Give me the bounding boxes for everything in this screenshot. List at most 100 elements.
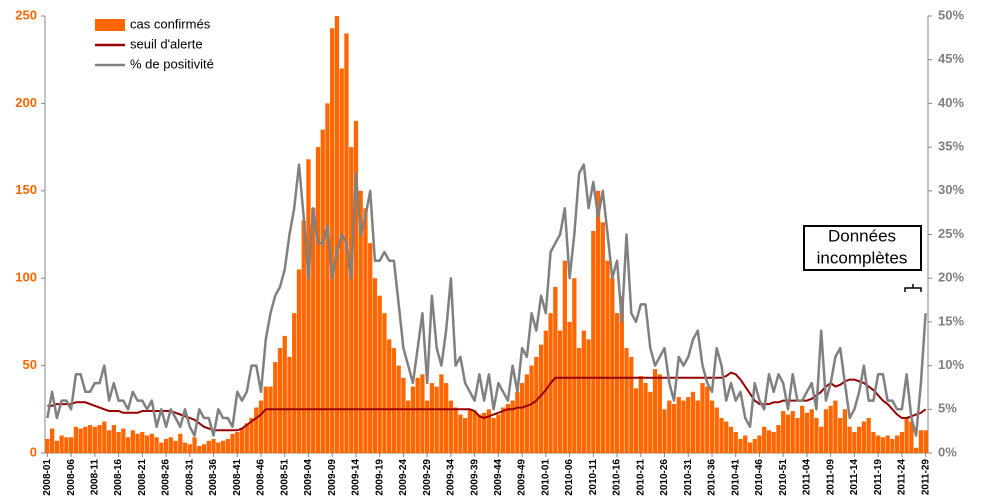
bar (667, 400, 672, 453)
bar (838, 418, 843, 453)
x-tick-label: 2011-24 (897, 459, 908, 496)
bar (519, 383, 525, 453)
bar (87, 425, 93, 453)
bar (292, 313, 297, 453)
y2-tick-label: 45% (938, 51, 964, 66)
bar (154, 437, 159, 453)
x-tick-label: 2008-11 (89, 459, 100, 496)
bar (591, 231, 596, 453)
bar (477, 414, 482, 453)
bar (448, 400, 454, 453)
bar (197, 446, 202, 453)
bar (913, 447, 919, 453)
x-tick-label: 2010-26 (659, 459, 670, 496)
bar (125, 437, 131, 453)
bar (581, 330, 586, 453)
bar (619, 295, 624, 453)
x-tick-label: 2010-36 (707, 459, 718, 496)
bar (524, 374, 529, 453)
bar (781, 411, 786, 453)
bar (543, 330, 548, 453)
bar (73, 426, 78, 453)
bar (49, 428, 55, 453)
bar (572, 278, 577, 453)
bar (97, 425, 102, 453)
bar (406, 400, 411, 453)
x-tick-label: 2009-29 (422, 459, 433, 496)
bar (415, 377, 420, 453)
x-tick-label: 2011-09 (825, 459, 836, 496)
bar (282, 335, 287, 453)
bar (876, 435, 881, 453)
legend-label: cas confirmés (130, 16, 211, 31)
bar (320, 129, 325, 453)
bar (553, 286, 558, 453)
x-tick-label: 2010-41 (730, 459, 741, 496)
bar (486, 409, 492, 453)
y2-tick-label: 35% (938, 139, 964, 154)
bar (149, 433, 154, 453)
x-tick-label: 2008-41 (232, 459, 243, 496)
y-tick-label: 100 (15, 270, 37, 285)
x-tick-label: 2009-09 (327, 459, 338, 496)
y-tick-label: 250 (15, 7, 37, 22)
annotation-brace (904, 284, 922, 292)
bar (733, 432, 738, 453)
bar (790, 411, 795, 453)
bar (776, 425, 781, 453)
bar (311, 208, 316, 453)
bar (880, 437, 886, 453)
bar (220, 440, 226, 453)
bar (747, 442, 753, 453)
bar (828, 405, 833, 453)
bar (420, 374, 425, 453)
bar (633, 388, 639, 453)
bar (306, 159, 311, 453)
bar (538, 344, 544, 453)
bar (192, 437, 197, 453)
bar (885, 435, 890, 453)
y2-tick-label: 25% (938, 226, 964, 241)
y2-tick-label: 20% (938, 270, 964, 285)
x-tick-label: 2008-51 (279, 459, 290, 496)
bar (719, 418, 724, 453)
x-tick-label: 2010-01 (540, 459, 551, 496)
bar (387, 339, 392, 453)
x-tick-label: 2011-29 (920, 459, 931, 496)
bar (391, 348, 397, 453)
bar (467, 409, 473, 453)
bar (624, 348, 629, 453)
bar (472, 411, 477, 453)
x-tick-label: 2011-19 (873, 459, 884, 496)
y2-tick-label: 50% (938, 7, 964, 22)
x-tick-label: 2008-01 (42, 459, 53, 496)
bar (804, 412, 810, 453)
bar (800, 405, 805, 453)
legend-label: seuil d'alerte (130, 36, 203, 51)
bar (287, 356, 292, 453)
bar (206, 440, 211, 453)
bar (724, 421, 729, 453)
line (46, 163, 927, 437)
x-tick-label: 2009-34 (446, 459, 457, 496)
bar (500, 407, 506, 453)
bar (463, 418, 468, 453)
bar (358, 190, 363, 454)
bar (330, 28, 335, 454)
line (47, 371, 927, 432)
bar (562, 260, 567, 453)
bar (106, 430, 112, 453)
bar (766, 430, 772, 453)
bar (382, 313, 387, 453)
x-tick-label: 2008-46 (256, 459, 267, 496)
x-tick-label: 2008-36 (208, 459, 219, 496)
bar (216, 442, 221, 453)
x-tick-label: 2008-26 (161, 459, 172, 496)
bar (757, 435, 762, 453)
bar (277, 348, 283, 453)
bar (410, 386, 416, 453)
bar (182, 442, 188, 453)
bar (814, 418, 819, 453)
y2-tick-label: 15% (938, 313, 964, 328)
bar (434, 386, 439, 453)
